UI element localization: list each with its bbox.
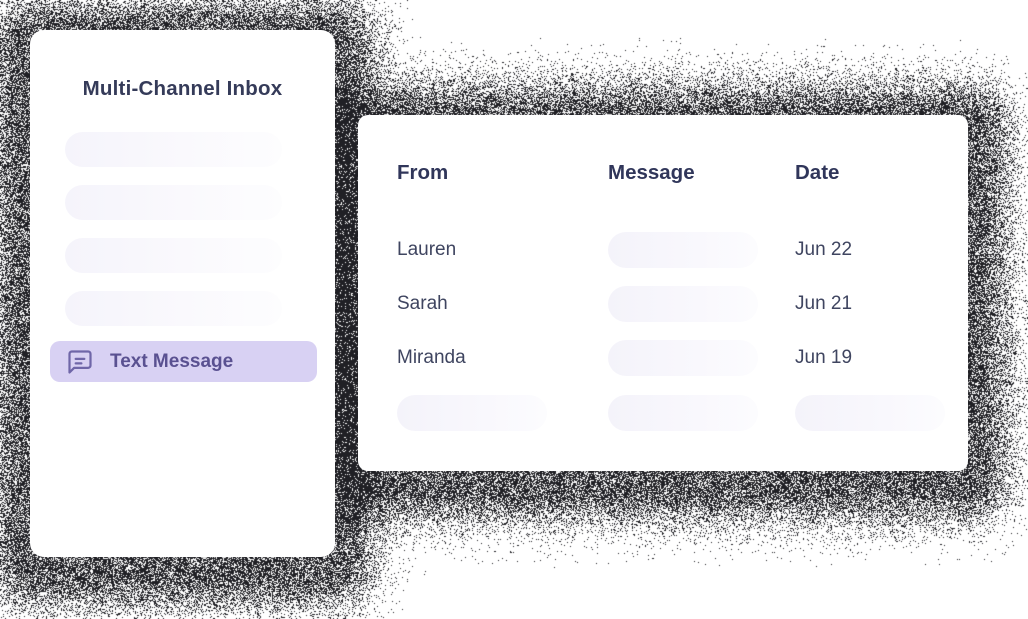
page-title: Multi-Channel Inbox — [30, 77, 335, 101]
message-square-icon — [66, 348, 94, 376]
sidebar-item-placeholder-4[interactable] — [65, 291, 282, 326]
column-header-date: Date — [795, 161, 944, 185]
message-placeholder-pill — [608, 340, 758, 376]
message-placeholder-pill — [608, 232, 758, 268]
sidebar-item-placeholder-3[interactable] — [65, 238, 282, 273]
sidebar-item-label: Text Message — [110, 351, 233, 373]
sidebar-item-text-message[interactable]: Text Message — [50, 341, 317, 382]
message-placeholder-pill — [608, 395, 758, 431]
hero-illustration: Multi-Channel Inbox Text Message From Me… — [0, 0, 1028, 619]
column-header-message: Message — [608, 161, 795, 185]
message-placeholder-pill — [608, 286, 758, 322]
inbox-sidebar-card: Multi-Channel Inbox Text Message — [30, 30, 335, 557]
from-cell: Sarah — [397, 293, 608, 315]
table-row[interactable]: Sarah Jun 21 — [397, 286, 944, 322]
sidebar-item-placeholder-2[interactable] — [65, 185, 282, 220]
date-cell: Jun 19 — [795, 347, 944, 369]
table-header-row: From Message Date — [397, 159, 944, 187]
table-row[interactable]: Miranda Jun 19 — [397, 340, 944, 376]
date-cell: Jun 21 — [795, 293, 944, 315]
from-placeholder-pill — [397, 395, 547, 431]
inbox-table-card: From Message Date Lauren Jun 22 Sarah Ju… — [358, 115, 968, 471]
date-placeholder-pill — [795, 395, 945, 431]
from-cell: Miranda — [397, 347, 608, 369]
from-cell: Lauren — [397, 239, 608, 261]
column-header-from: From — [397, 161, 608, 185]
table-row-placeholder[interactable] — [397, 395, 944, 431]
table-row[interactable]: Lauren Jun 22 — [397, 232, 944, 268]
sidebar-item-placeholder-1[interactable] — [65, 132, 282, 167]
date-cell: Jun 22 — [795, 239, 944, 261]
